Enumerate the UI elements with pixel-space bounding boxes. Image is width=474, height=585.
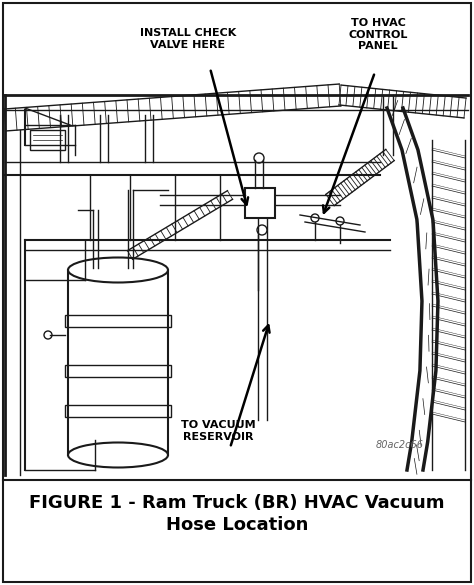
Bar xyxy=(245,188,275,218)
Bar xyxy=(30,130,65,150)
Text: TO HVAC
CONTROL
PANEL: TO HVAC CONTROL PANEL xyxy=(348,18,408,51)
Text: 80ac2c66: 80ac2c66 xyxy=(376,440,424,450)
Bar xyxy=(65,315,171,327)
Bar xyxy=(65,365,171,377)
Text: Hose Location: Hose Location xyxy=(166,516,308,534)
Text: FIGURE 1 - Ram Truck (BR) HVAC Vacuum: FIGURE 1 - Ram Truck (BR) HVAC Vacuum xyxy=(29,494,445,512)
Text: INSTALL CHECK
VALVE HERE: INSTALL CHECK VALVE HERE xyxy=(140,28,236,50)
Text: TO VACUUM
RESERVOIR: TO VACUUM RESERVOIR xyxy=(181,420,255,442)
Bar xyxy=(65,405,171,417)
